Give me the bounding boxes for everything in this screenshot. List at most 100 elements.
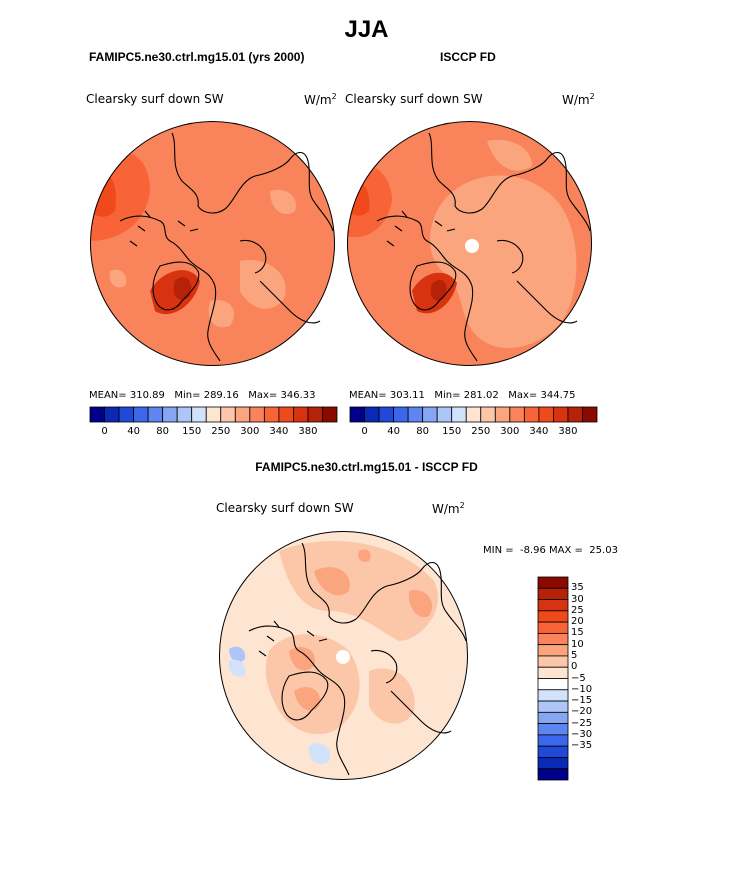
colorbar-swatch <box>537 711 569 725</box>
colorbar-swatch <box>537 599 569 612</box>
colorbar-swatch <box>393 406 409 423</box>
colorbar-swatch <box>567 406 583 423</box>
page-title: JJA <box>344 16 389 43</box>
colorbar-tick-label: 10 <box>571 638 584 650</box>
colorbar-swatch <box>436 406 453 423</box>
colorbar-swatch <box>89 406 105 423</box>
colorbar-tick-label: 35 <box>571 582 584 594</box>
colorbar-swatch <box>162 406 178 423</box>
colorbar-tick-label: 150 <box>442 426 462 437</box>
colorbar-tick-label: 250 <box>471 426 491 437</box>
panel1-stats: MEAN= 310.89 Min= 289.16 Max= 346.33 <box>89 390 316 401</box>
colorbar-swatch <box>537 678 569 691</box>
colorbar-swatch <box>364 406 380 423</box>
panel1-variable-label: Clearsky surf down SW <box>86 92 224 106</box>
colorbar-swatch <box>537 644 569 657</box>
colorbar-tick-label: −30 <box>571 728 593 740</box>
colorbar-swatch <box>537 587 569 600</box>
colorbar-tick-label: −10 <box>571 683 593 695</box>
colorbar-swatch <box>537 666 569 679</box>
colorbar-tick-label: −35 <box>571 740 593 752</box>
colorbar-tick-label: 5 <box>571 649 578 661</box>
diff-colorbar <box>537 576 569 781</box>
diff-panel-title: FAMIPC5.ne30.ctrl.mg15.01 - ISCCP FD <box>255 460 478 474</box>
colorbar-tick-label: −5 <box>571 672 586 684</box>
colorbar-swatch <box>133 406 149 423</box>
colorbar-swatch <box>582 406 598 423</box>
colorbar-swatch <box>249 406 265 423</box>
panel1-subtitle: FAMIPC5.ne30.ctrl.mg15.01 (yrs 2000) <box>89 50 305 64</box>
panel2-units: W/m2 <box>562 92 595 107</box>
colorbar-swatch <box>494 406 511 423</box>
colorbar-tick-label: −20 <box>571 706 593 718</box>
colorbar-swatch <box>176 406 193 423</box>
colorbar-tick-label: 340 <box>529 426 549 437</box>
diff-min-max: MIN = -8.96 MAX = 25.03 <box>483 545 618 556</box>
colorbar-tick-label: −15 <box>571 695 593 707</box>
colorbar-swatch <box>465 406 482 423</box>
colorbar-tick-label: 380 <box>298 426 318 437</box>
colorbar-swatch <box>537 632 569 646</box>
colorbar-swatch <box>322 406 338 423</box>
colorbar-tick-label: 25 <box>571 604 584 616</box>
colorbar-tick-label: 80 <box>416 426 429 437</box>
colorbar-swatch <box>537 576 569 589</box>
colorbar-swatch <box>349 406 365 423</box>
colorbar-swatch <box>537 655 569 668</box>
colorbar-tick-label: 340 <box>269 426 289 437</box>
colorbar-swatch <box>234 406 251 423</box>
colorbar-swatch <box>293 406 309 423</box>
colorbar-swatch <box>104 406 120 423</box>
colorbar-tick-label: 380 <box>558 426 578 437</box>
colorbar-tick-label: 0 <box>571 661 578 673</box>
colorbar-swatch <box>537 768 569 781</box>
colorbar-tick-label: 300 <box>500 426 520 437</box>
colorbar-swatch <box>263 406 280 423</box>
panel1-colorbar-ticks: 0 40 80 150 250 300 340 380 <box>90 426 337 438</box>
colorbar-swatch <box>537 689 569 702</box>
colorbar-tick-label: 40 <box>127 426 140 437</box>
diff-variable-label: Clearsky surf down SW <box>216 501 354 515</box>
colorbar-tick-label: 300 <box>240 426 260 437</box>
colorbar-swatch <box>553 406 569 423</box>
colorbar-swatch <box>278 406 294 423</box>
colorbar-tick-label: −25 <box>571 717 593 729</box>
colorbar-tick-label: 80 <box>156 426 169 437</box>
colorbar-swatch <box>538 406 554 423</box>
panel2-colorbar-ticks: 0 40 80 150 250 300 340 380 <box>350 426 597 438</box>
panel2-variable-label: Clearsky surf down SW <box>345 92 483 106</box>
diff-colorbar-ticks: 35 30 25 20 15 10 5 0 −5 −10 −15 −20 −25 −30 −35 <box>571 577 601 780</box>
panel2-stats: MEAN= 303.11 Min= 281.02 Max= 344.75 <box>349 390 576 401</box>
colorbar-tick-label: 0 <box>101 426 108 437</box>
colorbar-swatch <box>537 757 569 770</box>
colorbar-swatch <box>537 621 569 634</box>
diff-units: W/m2 <box>432 501 465 516</box>
colorbar-swatch <box>147 406 164 423</box>
colorbar-swatch <box>480 406 496 423</box>
panel1-polar-map <box>90 121 335 366</box>
panel2-colorbar <box>349 406 598 423</box>
colorbar-swatch <box>451 406 467 423</box>
colorbar-tick-label: 15 <box>571 627 584 639</box>
colorbar-swatch <box>537 700 569 713</box>
panel1-colorbar <box>89 406 338 423</box>
panel1-units: W/m2 <box>304 92 337 107</box>
colorbar-swatch <box>537 745 569 758</box>
colorbar-swatch <box>523 406 540 423</box>
colorbar-swatch <box>537 610 569 623</box>
colorbar-swatch <box>407 406 424 423</box>
colorbar-tick-label: 0 <box>361 426 368 437</box>
colorbar-swatch <box>191 406 207 423</box>
panel2-subtitle: ISCCP FD <box>440 50 496 64</box>
colorbar-swatch <box>307 406 323 423</box>
panel2-polar-map <box>347 121 592 366</box>
colorbar-swatch <box>378 406 394 423</box>
colorbar-swatch <box>537 723 569 736</box>
colorbar-tick-label: 150 <box>182 426 202 437</box>
diff-polar-map <box>219 531 468 780</box>
colorbar-swatch <box>220 406 236 423</box>
colorbar-tick-label: 250 <box>211 426 231 437</box>
colorbar-swatch <box>537 734 569 747</box>
colorbar-swatch <box>205 406 222 423</box>
colorbar-swatch <box>509 406 525 423</box>
